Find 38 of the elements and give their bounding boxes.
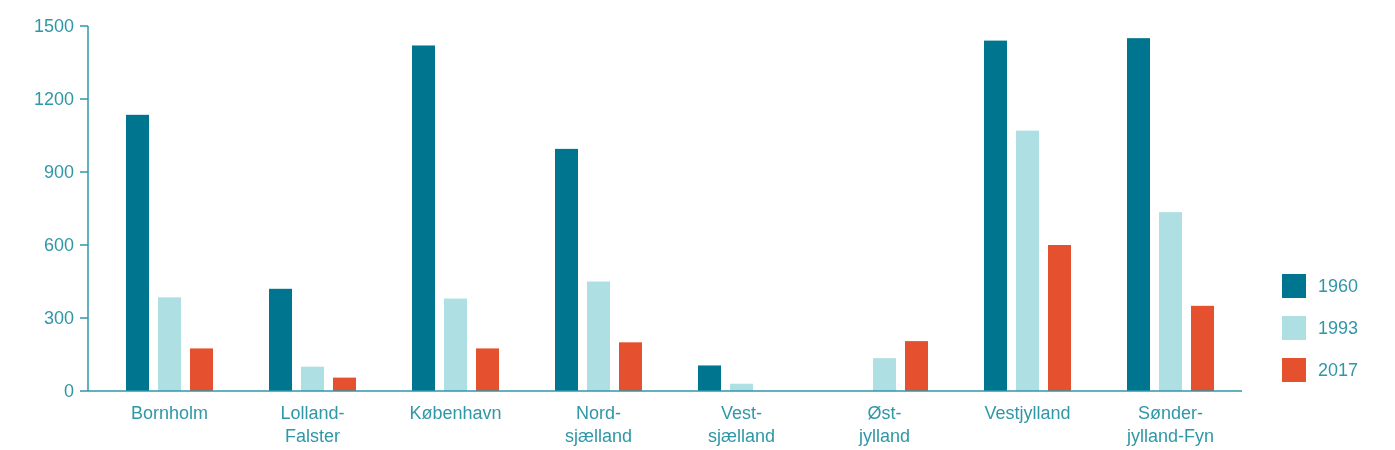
bar [905, 341, 928, 391]
x-tick-label: Bornholm [130, 403, 209, 423]
bar [587, 281, 610, 391]
bar [1127, 38, 1150, 391]
x-tick-label: Vest- sjælland [707, 403, 776, 446]
bar [873, 358, 896, 391]
bar [619, 342, 642, 391]
bar [698, 365, 721, 391]
x-tick-label: Nord- sjælland [564, 403, 633, 446]
bar [1159, 212, 1182, 391]
x-tick-label: Lolland- Falster [280, 403, 345, 446]
x-tick-label: Vestjylland [984, 403, 1071, 423]
bar [444, 298, 467, 391]
bar [984, 40, 1007, 391]
bar [412, 45, 435, 391]
bar [476, 348, 499, 391]
y-tick-label: 0 [63, 381, 74, 402]
bar [555, 148, 578, 391]
y-tick-label: 300 [43, 308, 74, 329]
bar [126, 114, 149, 391]
bar [333, 377, 356, 391]
y-tick-label: 1500 [33, 16, 74, 37]
y-tick-label: 600 [43, 235, 74, 256]
y-tick-label: 1200 [33, 89, 74, 110]
legend-label: 1960 [1318, 276, 1359, 297]
bar [158, 297, 181, 391]
y-tick-label: 900 [43, 162, 74, 183]
bar [190, 348, 213, 391]
legend-label: 1993 [1318, 318, 1359, 339]
bar [1191, 305, 1214, 391]
bar [1048, 245, 1071, 391]
bar [269, 288, 292, 391]
x-tick-label: Øst- jylland [857, 403, 911, 446]
legend-label: 2017 [1318, 360, 1359, 381]
x-tick-label: Sønder- jylland-Fyn [1125, 403, 1215, 446]
bar [301, 366, 324, 391]
x-tick-label: København [409, 403, 502, 423]
bar [1016, 130, 1039, 391]
